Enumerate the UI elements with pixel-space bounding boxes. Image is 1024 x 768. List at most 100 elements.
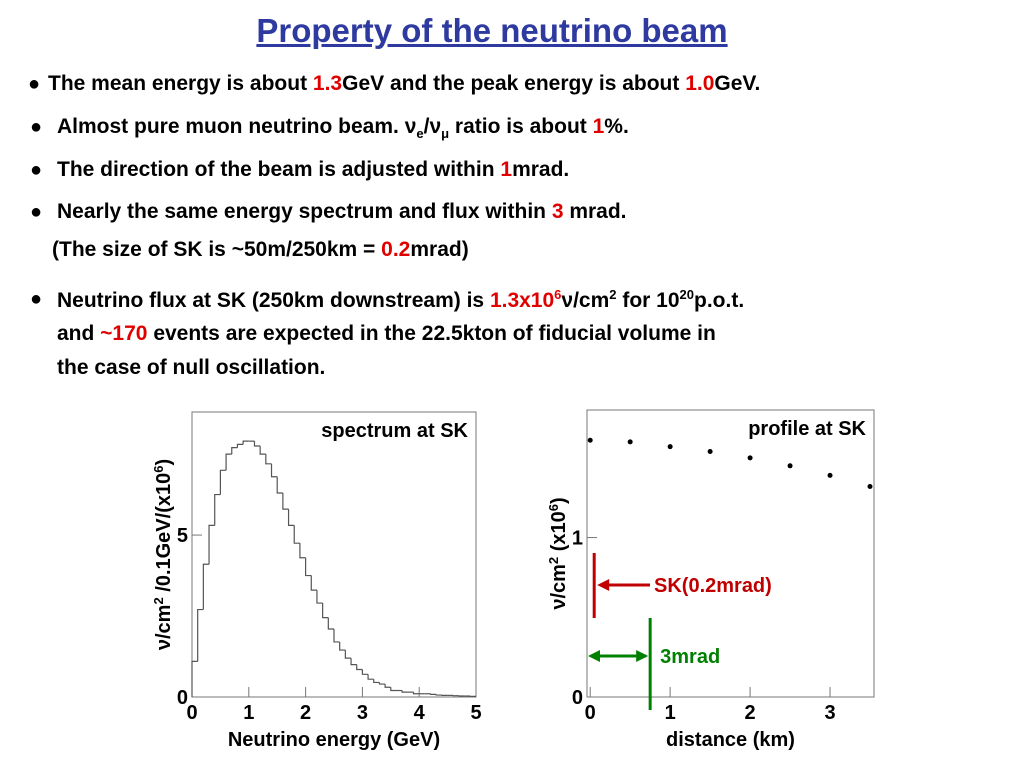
text-run: ν/cm xyxy=(548,564,570,610)
histogram-bin xyxy=(202,563,210,610)
histogram-bin xyxy=(305,557,312,577)
x-axis-label: distance (km) xyxy=(666,729,795,751)
bullet-line: The mean energy is about 1.3GeV and the … xyxy=(48,72,760,96)
text-run: μ xyxy=(441,126,450,142)
text-run: 1 xyxy=(592,115,605,138)
arrow-head xyxy=(588,650,600,662)
data-point xyxy=(707,448,713,454)
bullet-line: and ~170 events are expected in the 22.5… xyxy=(57,322,716,346)
histogram-bin xyxy=(242,440,249,445)
text-run: GeV. xyxy=(714,72,761,95)
text-run: The direction of the beam is adjusted wi… xyxy=(57,158,501,181)
histogram-bin xyxy=(270,463,278,478)
histogram-bin xyxy=(344,650,352,659)
arrow-head xyxy=(636,650,649,662)
x-tick-label: 1 xyxy=(243,702,254,724)
histogram-bin xyxy=(378,682,386,685)
x-tick-label: 2 xyxy=(745,702,756,724)
text-run: ) xyxy=(153,459,175,466)
histogram-bin xyxy=(356,664,363,671)
text-run: mrad. xyxy=(512,158,570,181)
bullet-dot: ● xyxy=(30,116,43,138)
text-run: GeV and the peak energy is about xyxy=(342,72,686,95)
histogram-bin xyxy=(287,509,295,526)
y-tick-label: 1 xyxy=(572,528,583,550)
y-tick-label: 0 xyxy=(572,687,583,709)
x-tick-label: 1 xyxy=(665,702,676,724)
histogram-bin xyxy=(361,669,369,675)
text-run: 1.3 xyxy=(312,72,343,95)
y-tick-label: 5 xyxy=(177,525,188,547)
histogram-bin xyxy=(253,441,261,447)
histogram-bin xyxy=(327,617,334,630)
text-run: events are expected in the 22.5kton of f… xyxy=(147,322,716,345)
text-run: e xyxy=(416,126,424,142)
histogram-bin xyxy=(435,694,442,696)
text-run: /0.1GeV/(x10 xyxy=(153,473,175,598)
text-run: ) xyxy=(548,497,570,504)
histogram-bin xyxy=(282,492,289,510)
x-tick-label: 0 xyxy=(186,702,197,724)
text-run: (x10 xyxy=(548,511,570,557)
data-point xyxy=(867,484,873,490)
histogram-bin xyxy=(293,525,300,544)
histogram-bin xyxy=(429,693,437,696)
histogram-bin xyxy=(390,687,397,692)
histogram-bin xyxy=(373,679,380,684)
y-tick-label: 0 xyxy=(177,687,188,709)
text-run: ratio is about xyxy=(449,115,593,138)
data-point xyxy=(827,472,833,478)
text-run: 2 xyxy=(151,597,166,604)
text-run: 2 xyxy=(546,557,561,564)
x-tick-label: 3 xyxy=(824,702,835,724)
x-tick-label: 2 xyxy=(300,702,311,724)
x-tick-label: 0 xyxy=(585,702,596,724)
histogram-bin xyxy=(401,690,408,693)
data-point xyxy=(747,455,753,461)
y-axis-label: ν/cm2 /0.1GeV/(x106) xyxy=(151,459,176,650)
bullet-line: (The size of SK is ~50m/250km = 0.2mrad) xyxy=(52,238,469,262)
histogram-bin xyxy=(191,660,198,697)
bullet-line: the case of null oscillation. xyxy=(57,356,325,380)
text-run: 2 xyxy=(609,287,617,302)
histogram-bin xyxy=(197,608,204,662)
histogram-bin xyxy=(265,454,272,465)
histogram-bin xyxy=(339,641,346,651)
text-run: and xyxy=(57,322,101,345)
chart-title: profile at SK xyxy=(748,418,866,440)
plot-frame xyxy=(191,411,477,698)
x-tick-label: 5 xyxy=(470,702,481,724)
histogram-bin xyxy=(322,603,329,619)
bullet-line: Neutrino flux at SK (250km downstream) i… xyxy=(57,287,744,313)
marker-label: 3mrad xyxy=(660,646,720,668)
histogram-bin xyxy=(367,674,374,680)
text-run: ν/cm xyxy=(153,605,175,651)
text-run: 6 xyxy=(546,504,561,511)
text-run: the case of null oscillation. xyxy=(57,356,326,379)
histogram-bin xyxy=(276,476,283,494)
x-axis-label: Neutrino energy (GeV) xyxy=(228,729,440,751)
bullet-dot: ● xyxy=(30,201,43,223)
text-run: Neutrino flux at SK (250km downstream) i… xyxy=(57,289,490,312)
plot-frame xyxy=(586,409,875,698)
arrow-head xyxy=(597,579,610,591)
text-run: 6 xyxy=(151,466,166,473)
text-run: 20 xyxy=(679,287,695,302)
histogram-bin xyxy=(231,447,238,455)
text-run: mrad) xyxy=(410,238,469,261)
histogram-bin xyxy=(208,524,215,565)
bullet-dot: ● xyxy=(28,73,41,95)
bullet-dot: ● xyxy=(30,288,43,310)
x-tick-label: 3 xyxy=(357,702,368,724)
text-run: The mean energy is about xyxy=(48,72,313,95)
histogram-bin xyxy=(316,590,323,604)
text-run: 6 xyxy=(554,287,562,302)
text-run: 1.3x10 xyxy=(489,289,555,312)
x-tick-label: 4 xyxy=(414,702,426,724)
histogram-bin xyxy=(299,543,306,559)
text-run: /ν xyxy=(423,115,442,138)
text-run: 3 xyxy=(551,200,564,223)
y-axis-label: ν/cm2 (x106) xyxy=(546,497,571,609)
